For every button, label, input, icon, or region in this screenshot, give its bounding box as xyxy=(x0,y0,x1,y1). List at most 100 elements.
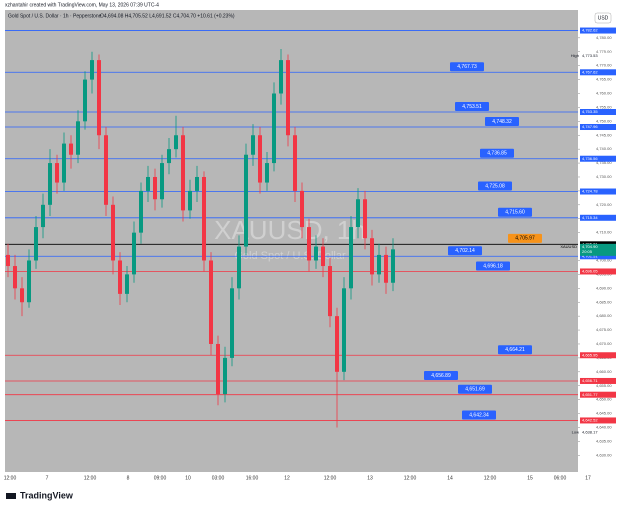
y-tick-label: 4,760.00 xyxy=(596,91,612,96)
y-tick-label: 4,775.00 xyxy=(596,49,612,54)
high-label: 4,773.53 xyxy=(582,53,598,58)
candle-body xyxy=(377,254,381,275)
candle-body xyxy=(34,227,38,261)
candle-body xyxy=(132,232,136,275)
candle-body xyxy=(188,190,192,211)
high-tag xyxy=(580,52,616,59)
candle-body xyxy=(195,176,199,191)
level-tag xyxy=(580,188,616,195)
level-tag xyxy=(580,377,616,384)
high-name: High xyxy=(571,53,579,58)
candle-body xyxy=(356,199,360,228)
level-tag-label: 4,696.05 xyxy=(582,269,598,274)
y-tick-label: 4,700.00 xyxy=(596,258,612,263)
level-note: 4,767.73 xyxy=(457,64,477,70)
candle-body xyxy=(321,246,325,267)
level-note: 4,664.21 xyxy=(505,347,525,353)
y-tick-label: 4,710.00 xyxy=(596,230,612,235)
marker-label: 4,705.97 xyxy=(515,236,535,242)
y-tick-label: 4,655.00 xyxy=(596,383,612,388)
low-label: 4,638.17 xyxy=(582,430,598,435)
level-note: 4,702.14 xyxy=(455,248,475,254)
candle-body xyxy=(265,163,269,183)
level-tag-label: 4,753.35 xyxy=(582,109,598,114)
x-tick-label: 17 xyxy=(585,475,591,481)
candle-body xyxy=(279,60,283,94)
low-name: Low xyxy=(572,430,579,435)
candle-body xyxy=(307,227,311,261)
level-note: 4,651.69 xyxy=(465,387,485,393)
candle-body xyxy=(335,316,339,372)
level-note-box xyxy=(424,370,458,380)
candle-body xyxy=(349,227,353,289)
candle-body xyxy=(97,60,101,136)
candle-body xyxy=(251,135,255,155)
candle-body xyxy=(174,135,178,150)
level-tag-label: 4,724.78 xyxy=(582,189,598,194)
level-note: 4,753.51 xyxy=(462,104,482,110)
candle-body xyxy=(363,199,367,239)
currency-button[interactable] xyxy=(594,12,612,24)
candle-body xyxy=(153,176,157,200)
level-note-box xyxy=(498,345,532,355)
low-tag xyxy=(580,429,616,436)
countdown: 20:05 xyxy=(582,249,593,254)
candle-body xyxy=(160,163,164,200)
y-tick-label: 4,765.00 xyxy=(596,77,612,82)
candle-body xyxy=(202,176,206,261)
x-tick-label: 03:00 xyxy=(212,475,225,481)
level-note-box xyxy=(450,62,484,72)
currency[interactable]: USD xyxy=(598,15,609,21)
x-tick-label: 09:00 xyxy=(154,475,167,481)
y-tick-label: 4,635.00 xyxy=(596,438,612,443)
level-tag xyxy=(580,417,616,424)
candle-body xyxy=(216,343,220,395)
y-tick-label: 4,645.00 xyxy=(596,411,612,416)
y-tick-label: 4,660.00 xyxy=(596,369,612,374)
brand: TradingView xyxy=(6,490,74,500)
x-tick-label: 12 xyxy=(284,475,290,481)
y-tick-label: 4,750.00 xyxy=(596,118,612,123)
candle-body xyxy=(167,149,171,164)
y-tick-label: 4,770.00 xyxy=(596,63,612,68)
symbol: Gold Spot / U.S. Dollar · 1h · Peppersto… xyxy=(8,13,102,19)
y-tick-label: 4,685.00 xyxy=(596,299,612,304)
level-tag-label: 4,782.62 xyxy=(582,28,598,33)
candle-body xyxy=(181,135,185,211)
y-tick-label: 4,730.00 xyxy=(596,174,612,179)
candle-body xyxy=(272,93,276,164)
candle-body xyxy=(293,135,297,191)
x-tick-label: 15 xyxy=(527,475,533,481)
candle-body xyxy=(139,190,143,233)
level-note: 4,748.32 xyxy=(492,119,512,125)
x-tick-label: 12:00 xyxy=(404,475,417,481)
candle-body xyxy=(384,254,388,283)
candle-body xyxy=(125,274,129,294)
candle-body xyxy=(237,246,241,289)
x-tick-label: 7 xyxy=(46,475,49,481)
level-tag xyxy=(580,391,616,398)
level-note: 4,715.60 xyxy=(505,210,525,216)
candle-body xyxy=(314,246,318,261)
y-tick-label: 4,745.00 xyxy=(596,132,612,137)
candle-body xyxy=(328,266,332,317)
x-tick-label: 12:00 xyxy=(484,475,497,481)
level-note-box xyxy=(448,246,482,256)
last-price-tag xyxy=(580,243,616,256)
candle-body xyxy=(286,60,290,136)
level-note-box xyxy=(458,384,492,394)
level-note-box xyxy=(476,261,510,271)
y-tick-label: 4,740.00 xyxy=(596,146,612,151)
last-price-symbol: XAUUSD xyxy=(560,244,577,249)
y-tick-label: 4,630.00 xyxy=(596,452,612,457)
x-tick-label: 10 xyxy=(185,475,191,481)
level-tag xyxy=(580,352,616,359)
candle-body xyxy=(111,204,115,261)
watermark: XAUUSD, 1h xyxy=(214,215,366,245)
level-tag-label: 4,665.95 xyxy=(582,352,598,357)
candle-body xyxy=(90,60,94,80)
y-tick-label: 4,690.00 xyxy=(596,285,612,290)
candle-body xyxy=(258,135,262,183)
candle-body xyxy=(223,357,227,395)
y-tick-label: 4,670.00 xyxy=(596,341,612,346)
